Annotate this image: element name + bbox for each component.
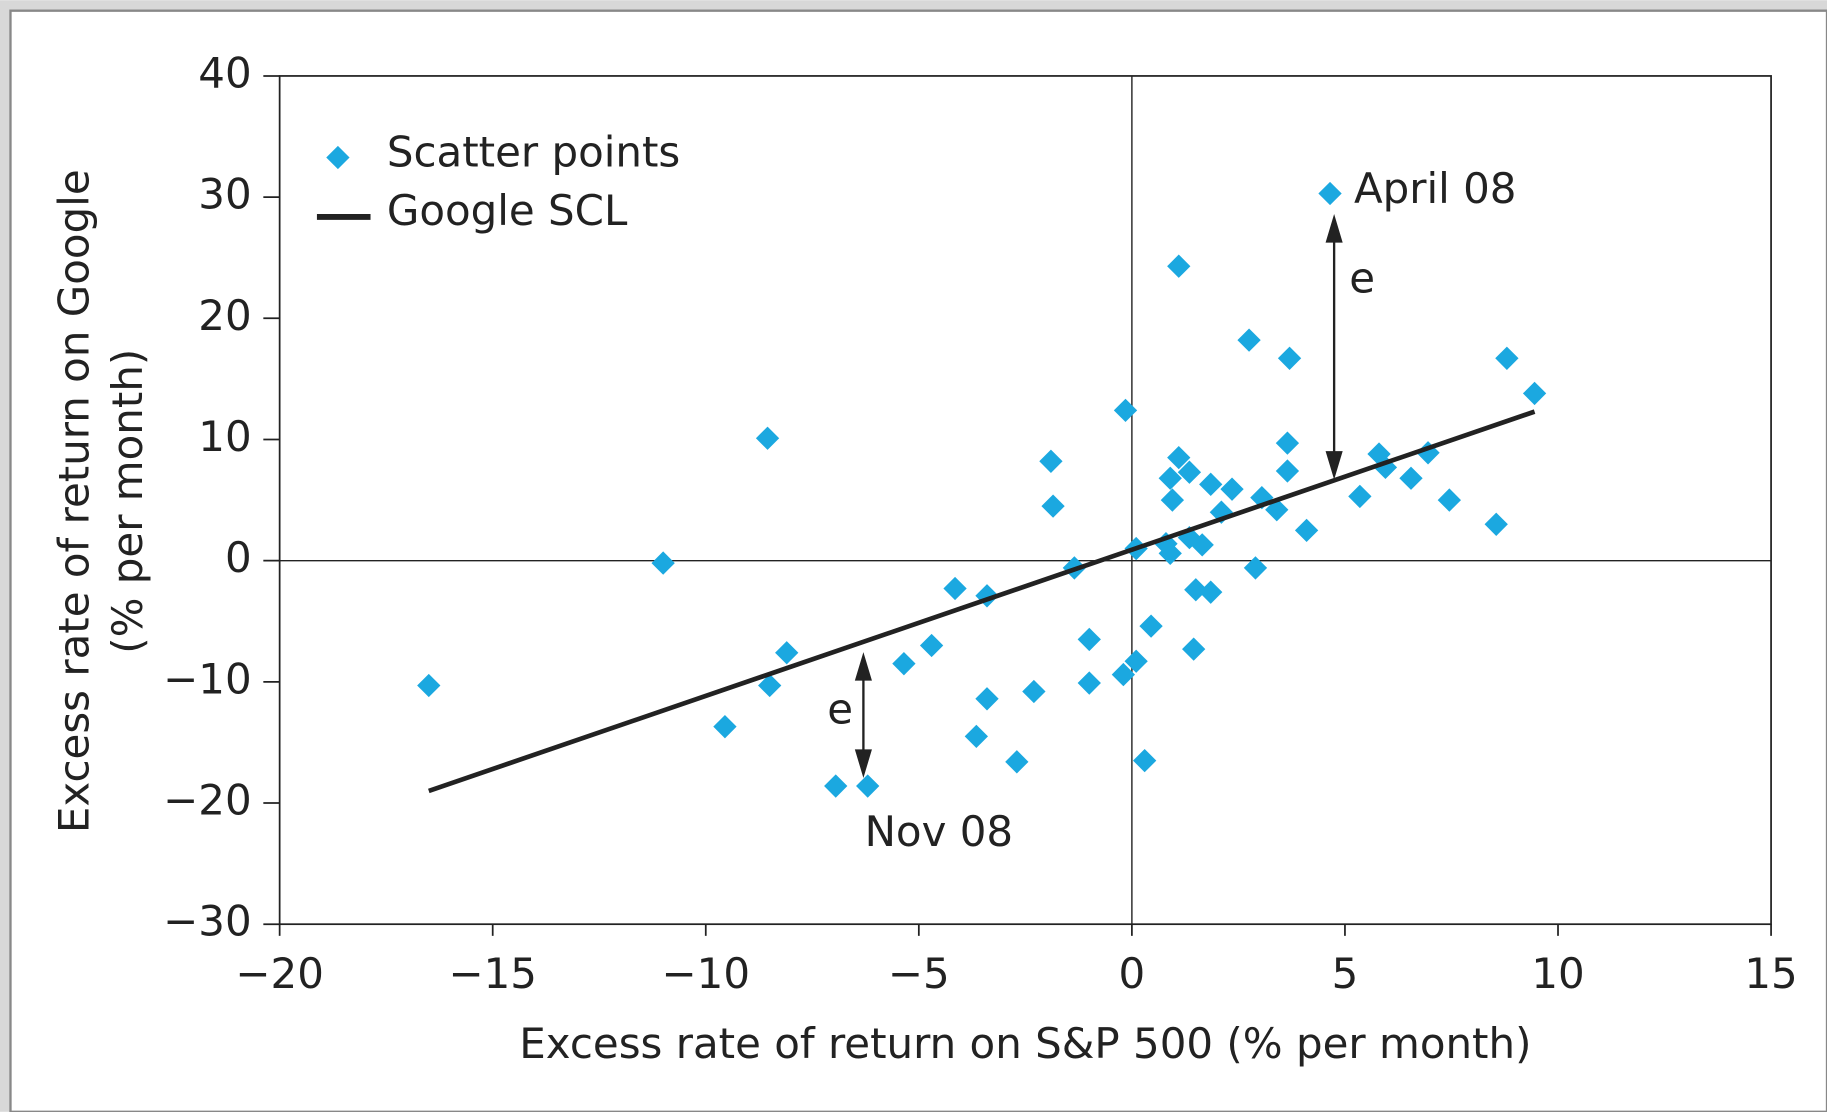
- x-tick-label: 5: [1332, 949, 1359, 998]
- scatter-point: [1277, 346, 1302, 370]
- legend-label: Google SCL: [387, 186, 628, 235]
- scatter-point: [1495, 346, 1519, 370]
- legend-label: Scatter points: [387, 128, 680, 177]
- annotation: Nov 08: [865, 807, 1014, 856]
- scatter-point: [1167, 254, 1191, 278]
- scatter-point: [1139, 614, 1163, 638]
- y-axis-title: (% per month): [103, 349, 152, 654]
- scatter-point: [713, 715, 737, 739]
- annotation: e: [1349, 254, 1375, 303]
- scatter-point: [943, 576, 967, 601]
- x-tick-label: −5: [888, 949, 950, 998]
- scatter-point: [1220, 477, 1244, 501]
- scatter-point: [1167, 446, 1191, 470]
- x-tick-label: −20: [235, 949, 324, 998]
- annotation: e: [827, 685, 853, 734]
- y-tick-label: 0: [225, 533, 252, 582]
- scatter-point: [755, 426, 780, 450]
- y-tick-label: −20: [163, 776, 252, 825]
- y-tick-label: −30: [163, 897, 252, 946]
- y-tick-label: 20: [198, 291, 251, 340]
- x-tick-label: 15: [1744, 949, 1797, 998]
- scatter-point: [1177, 460, 1202, 484]
- scatter-point: [964, 724, 989, 749]
- annotation: April 08: [1354, 164, 1517, 213]
- x-tick-label: −15: [448, 949, 537, 998]
- scatter-point: [417, 673, 441, 698]
- y-tick-label: 30: [198, 170, 251, 219]
- x-tick-label: 0: [1119, 949, 1146, 998]
- scatter-point: [1399, 466, 1423, 490]
- y-tick-label: −10: [163, 654, 252, 703]
- scl-line: [428, 409, 1536, 794]
- annotation-arrows: [854, 214, 1343, 778]
- scatter-point: [758, 673, 782, 698]
- scatter-point: [1522, 381, 1547, 406]
- scatter-point: [1124, 649, 1148, 673]
- plot-frame: [278, 75, 1772, 926]
- y-tick-label: 10: [198, 412, 251, 461]
- x-tick-label: −10: [662, 949, 751, 998]
- scatter-point: [1237, 328, 1261, 352]
- scatter-point: [1199, 580, 1223, 604]
- legend-swatch: [326, 145, 350, 170]
- scatter-point: [1113, 398, 1138, 423]
- scatter-point: [1294, 518, 1319, 543]
- y-tick-label: 40: [198, 48, 251, 97]
- scatter-point: [1243, 556, 1268, 580]
- scatter-point: [1348, 484, 1372, 509]
- y-axis-title: Excess rate of return on Google: [49, 169, 98, 833]
- scatter-point: [1184, 578, 1208, 602]
- scatter-point: [1077, 627, 1101, 652]
- scatter-point: [1158, 541, 1182, 566]
- scatter-point: [1265, 498, 1289, 522]
- scatter-point: [1182, 637, 1206, 661]
- scatter-point: [1041, 494, 1065, 518]
- x-axis-title: Excess rate of return on S&P 500 (% per …: [519, 1019, 1531, 1068]
- scatter-point: [1190, 533, 1214, 557]
- scatter-point: [1437, 488, 1462, 512]
- scatter-point: [1199, 472, 1223, 496]
- scatter-point: [1275, 431, 1300, 455]
- scatter-point: [1318, 181, 1342, 206]
- scatter-point: [1160, 488, 1185, 512]
- scatter-point: [1158, 466, 1182, 490]
- x-tick-label: 10: [1531, 949, 1584, 998]
- scatter-point: [775, 641, 799, 665]
- scatter-point: [1275, 459, 1300, 483]
- scatter-point: [1039, 449, 1063, 473]
